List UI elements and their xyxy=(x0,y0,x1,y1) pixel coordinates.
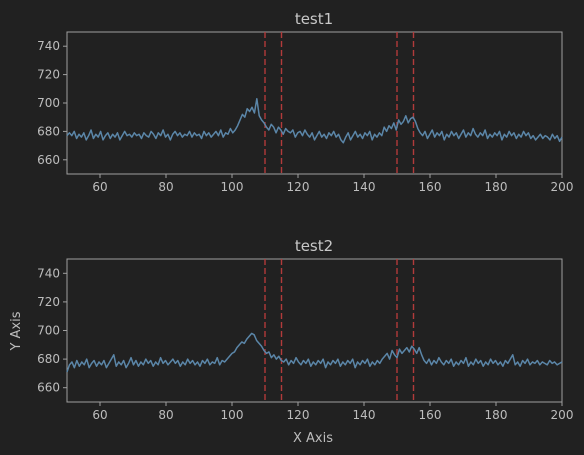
x-tick-label: 160 xyxy=(419,180,442,194)
x-tick-label: 180 xyxy=(485,180,508,194)
x-tick-label: 140 xyxy=(353,180,376,194)
x-tick-label: 200 xyxy=(551,180,574,194)
x-tick-label: 160 xyxy=(419,408,442,422)
x-tick-label: 200 xyxy=(551,408,574,422)
chart-title-test1: test1 xyxy=(295,10,333,28)
y-tick-label: 700 xyxy=(37,324,60,338)
x-tick-label: 60 xyxy=(92,180,107,194)
y-tick-label: 680 xyxy=(37,352,60,366)
y-tick-label: 660 xyxy=(37,153,60,167)
y-tick-label: 680 xyxy=(37,124,60,138)
y-tick-label: 740 xyxy=(37,39,60,53)
x-tick-label: 120 xyxy=(287,180,310,194)
x-tick-label: 120 xyxy=(287,408,310,422)
x-tick-label: 140 xyxy=(353,408,376,422)
x-tick-label: 100 xyxy=(221,408,244,422)
chart-title-test2: test2 xyxy=(295,237,333,255)
y-tick-label: 700 xyxy=(37,96,60,110)
x-tick-label: 80 xyxy=(158,408,173,422)
y-tick-label: 720 xyxy=(37,295,60,309)
y-axis-label: Y Axis xyxy=(9,311,24,351)
y-tick-label: 660 xyxy=(37,381,60,395)
x-tick-label: 80 xyxy=(158,180,173,194)
y-tick-label: 720 xyxy=(37,68,60,82)
x-tick-label: 180 xyxy=(485,408,508,422)
x-axis-label: X Axis xyxy=(293,431,333,446)
x-tick-label: 100 xyxy=(221,180,244,194)
x-tick-label: 60 xyxy=(92,408,107,422)
y-tick-label: 740 xyxy=(37,266,60,280)
